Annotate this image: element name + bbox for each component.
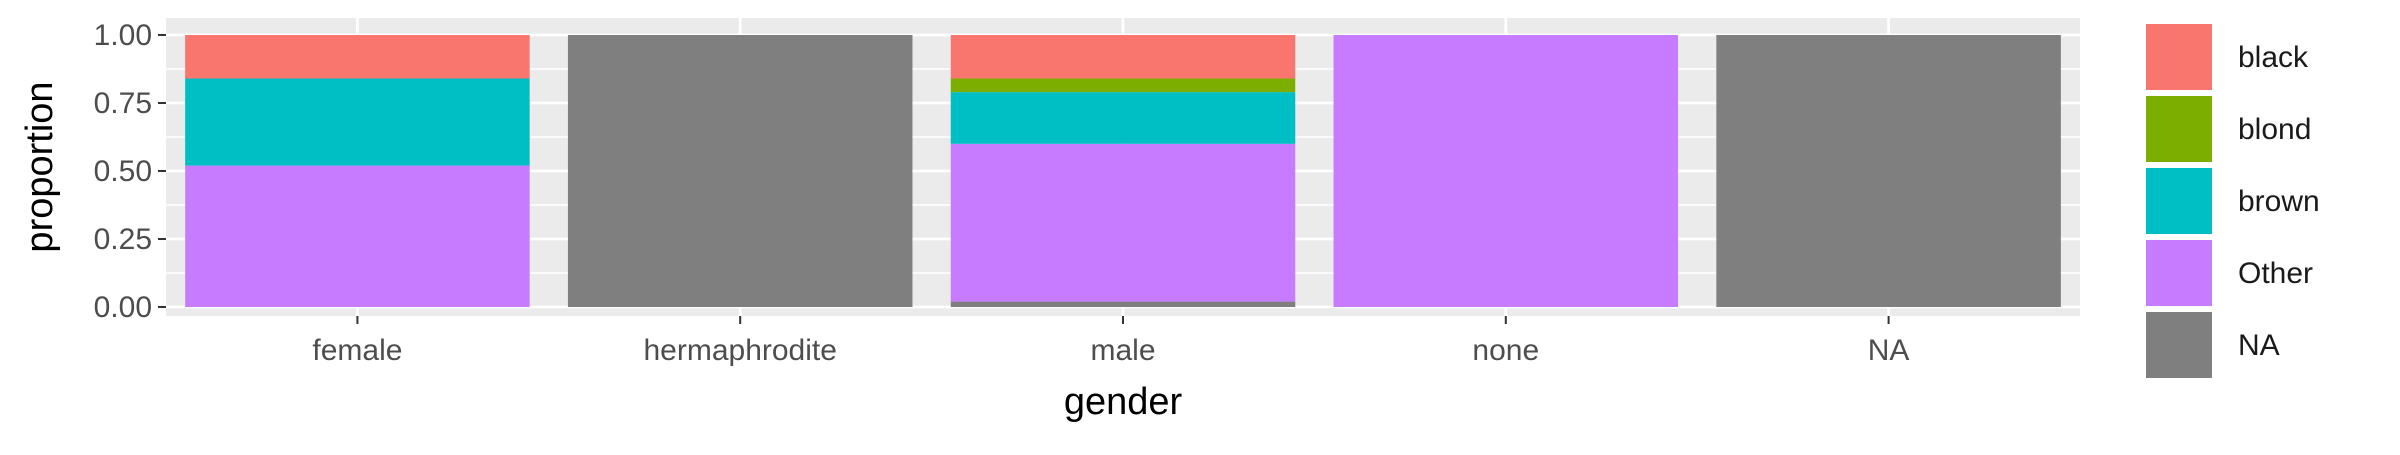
legend: black blond brown Other NA — [2146, 24, 2320, 378]
legend-label-blond: blond — [2238, 113, 2311, 146]
x-tick-label-female: female — [312, 334, 402, 367]
y-axis: 0.00 0.25 0.50 0.75 1.00 — [94, 19, 166, 324]
y-tick-label: 0.75 — [94, 87, 152, 120]
y-tick-label: 0.25 — [94, 223, 152, 256]
legend-label-na: NA — [2238, 329, 2280, 362]
x-tick-label-none: none — [1472, 334, 1539, 367]
x-tick-label-na: NA — [1868, 334, 1910, 367]
bars — [185, 35, 2061, 307]
legend-key-other — [2146, 240, 2212, 306]
bar-segment-hermaphrodite-na — [567, 35, 913, 307]
bar-segment-female-brown — [185, 78, 530, 166]
x-axis: female hermaphrodite male none NA — [312, 316, 1909, 367]
x-tick-label-hermaphrodite: hermaphrodite — [643, 334, 836, 367]
legend-label-black: black — [2238, 41, 2309, 74]
y-axis-title: proportion — [19, 81, 61, 252]
bar-segment-male-other — [950, 143, 1296, 302]
x-axis-title: gender — [1064, 381, 1183, 423]
x-tick-label-male: male — [1090, 334, 1155, 367]
legend-label-other: Other — [2238, 257, 2313, 290]
bar-segment-male-na — [950, 301, 1296, 307]
bar-segment-female-black — [185, 35, 530, 79]
bar-segment-female-other — [185, 165, 530, 307]
legend-key-na — [2146, 312, 2212, 378]
legend-label-brown: brown — [2238, 185, 2320, 218]
bar-segment-male-brown — [950, 92, 1296, 144]
legend-key-brown — [2146, 168, 2212, 234]
y-tick-label: 0.50 — [94, 155, 152, 188]
bar-segment-na-na — [1716, 35, 2061, 307]
bar-segment-male-blond — [950, 78, 1296, 93]
y-tick-label: 1.00 — [94, 19, 152, 52]
y-tick-label: 0.00 — [94, 291, 152, 324]
bar-segment-none-other — [1333, 35, 1679, 307]
legend-key-black — [2146, 24, 2212, 90]
bar-segment-male-black — [950, 35, 1296, 79]
legend-key-blond — [2146, 96, 2212, 162]
